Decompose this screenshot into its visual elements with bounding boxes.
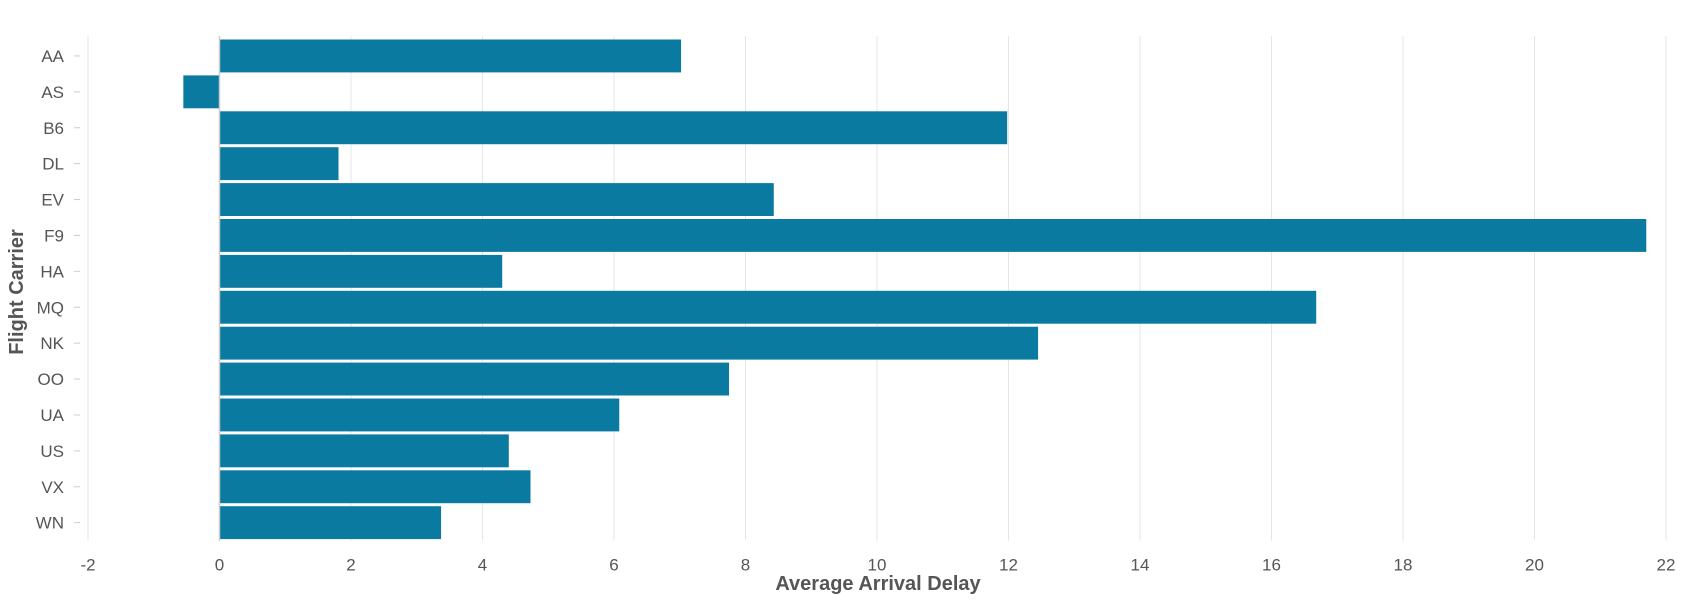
x-tick-label: 20 [1525,556,1544,575]
x-tick-label: 16 [1262,556,1281,575]
x-tick-label: 10 [868,556,887,575]
bar-ha [219,254,503,288]
y-tick-label: AS [41,83,64,102]
y-tick-label: NK [40,334,64,353]
y-tick-label: B6 [43,119,64,138]
x-tick-label: 8 [741,556,750,575]
x-tick-label: 18 [1394,556,1413,575]
y-axis-title: Flight Carrier [6,229,28,355]
x-tick-label: 0 [215,556,224,575]
x-axis-ticks: -2 0 2 4 6 8 10 12 14 16 18 20 22 [80,556,1675,575]
y-tick-label: MQ [37,298,64,317]
y-tick-label: US [40,442,64,461]
y-tick-label: F9 [44,226,64,245]
x-tick-label: 14 [1131,556,1150,575]
y-tick-label: OO [38,370,64,389]
bar-dl [219,147,339,181]
x-tick-label: 4 [478,556,487,575]
x-tick-label: 12 [999,556,1018,575]
bar-vx [219,470,531,504]
bar-ev [219,183,774,216]
y-tick-label: HA [40,262,64,281]
bar-b6 [219,111,1008,145]
x-axis-title: Average Arrival Delay [775,573,981,595]
x-tick-label: 22 [1657,556,1676,575]
bar-f9 [219,219,1647,252]
bars [183,39,1647,540]
bar-oo [219,362,730,396]
bar-mq [219,290,1317,324]
bar-nk [219,326,1039,360]
x-tick-label: -2 [80,556,95,575]
bar-us [219,434,509,468]
y-tick-label: EV [41,191,64,210]
y-tick-label: VX [41,478,64,497]
y-tick-label: WN [36,514,64,533]
y-tick-label: DL [42,155,64,174]
bar-wn [219,506,442,540]
x-tick-label: 2 [346,556,355,575]
x-tick-label: 6 [609,556,618,575]
bar-as [183,75,220,109]
y-axis-ticks: AA AS B6 DL EV F9 HA MQ NK OO UA US VX WN [36,47,80,533]
y-tick-label: AA [41,47,64,66]
bar-aa [219,39,682,73]
bar-ua [219,398,620,432]
y-tick-label: UA [40,406,64,425]
